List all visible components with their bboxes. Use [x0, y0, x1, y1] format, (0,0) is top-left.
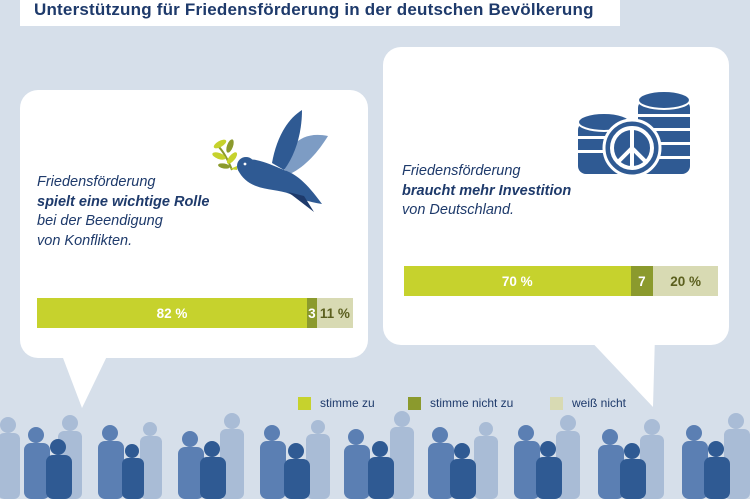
bar-segment-agree: 70 % — [404, 266, 631, 296]
legend-swatch-unknown — [550, 396, 563, 410]
legend-label-agree: stimme zu — [320, 396, 375, 410]
stacked-bar-left: 82 % 3 11 % — [37, 298, 353, 328]
legend-item-agree: stimme zu — [298, 396, 375, 410]
dove-with-olive-branch-icon — [212, 110, 328, 212]
bar-segment-unknown: 20 % — [653, 266, 718, 296]
bar-data-label-disagree: 3 — [308, 305, 316, 321]
bar-segment-disagree: 7 — [630, 266, 654, 296]
bar-data-label-unknown: 11 % — [319, 305, 350, 321]
bar-data-label-agree: 70 % — [501, 273, 533, 289]
left-statement-line2: spielt eine wichtige Rolle — [37, 193, 210, 210]
legend-label-unknown: weiß nicht — [572, 396, 627, 410]
bar-data-label-unknown: 20 % — [670, 273, 701, 289]
legend-swatch-disagree — [408, 396, 421, 410]
right-statement-line3: von Deutschland. — [402, 202, 515, 218]
bar-segment-agree: 82 % — [37, 298, 307, 328]
right-statement-line2: braucht mehr Investition — [402, 182, 572, 199]
legend-item-unknown: weiß nicht — [550, 396, 626, 410]
legend-item-disagree: stimme nicht zu — [408, 396, 513, 410]
speech-bubble-left-tail — [60, 350, 110, 408]
legend-swatch-agree — [298, 396, 311, 410]
crowd-silhouette-illustration — [0, 411, 750, 499]
speech-bubble-right-tail — [585, 335, 655, 407]
coins-peace-sign-icon — [577, 90, 691, 178]
left-statement-line4: von Konflikten. — [37, 232, 133, 249]
right-statement-line1: Friedensförderung — [402, 163, 521, 179]
right-statement: Friedensförderung braucht mehr Investiti… — [402, 162, 571, 221]
left-statement-line3: bei der Beendigung — [37, 213, 163, 229]
bar-segment-disagree: 3 — [306, 298, 317, 328]
left-statement-line1: Friedensförderung — [37, 174, 156, 190]
stacked-bar-right: 70 % 7 20 % — [404, 266, 718, 296]
legend-label-disagree: stimme nicht zu — [430, 396, 514, 410]
bar-data-label-disagree: 7 — [638, 273, 646, 289]
left-statement: Friedensförderung spielt eine wichtige R… — [37, 173, 209, 251]
title-box — [20, 0, 620, 26]
bar-segment-unknown: 11 % — [316, 298, 353, 328]
bar-data-label-agree: 82 % — [156, 305, 188, 321]
page-title: Unterstützung für Friedensförderung in d… — [34, 0, 594, 19]
